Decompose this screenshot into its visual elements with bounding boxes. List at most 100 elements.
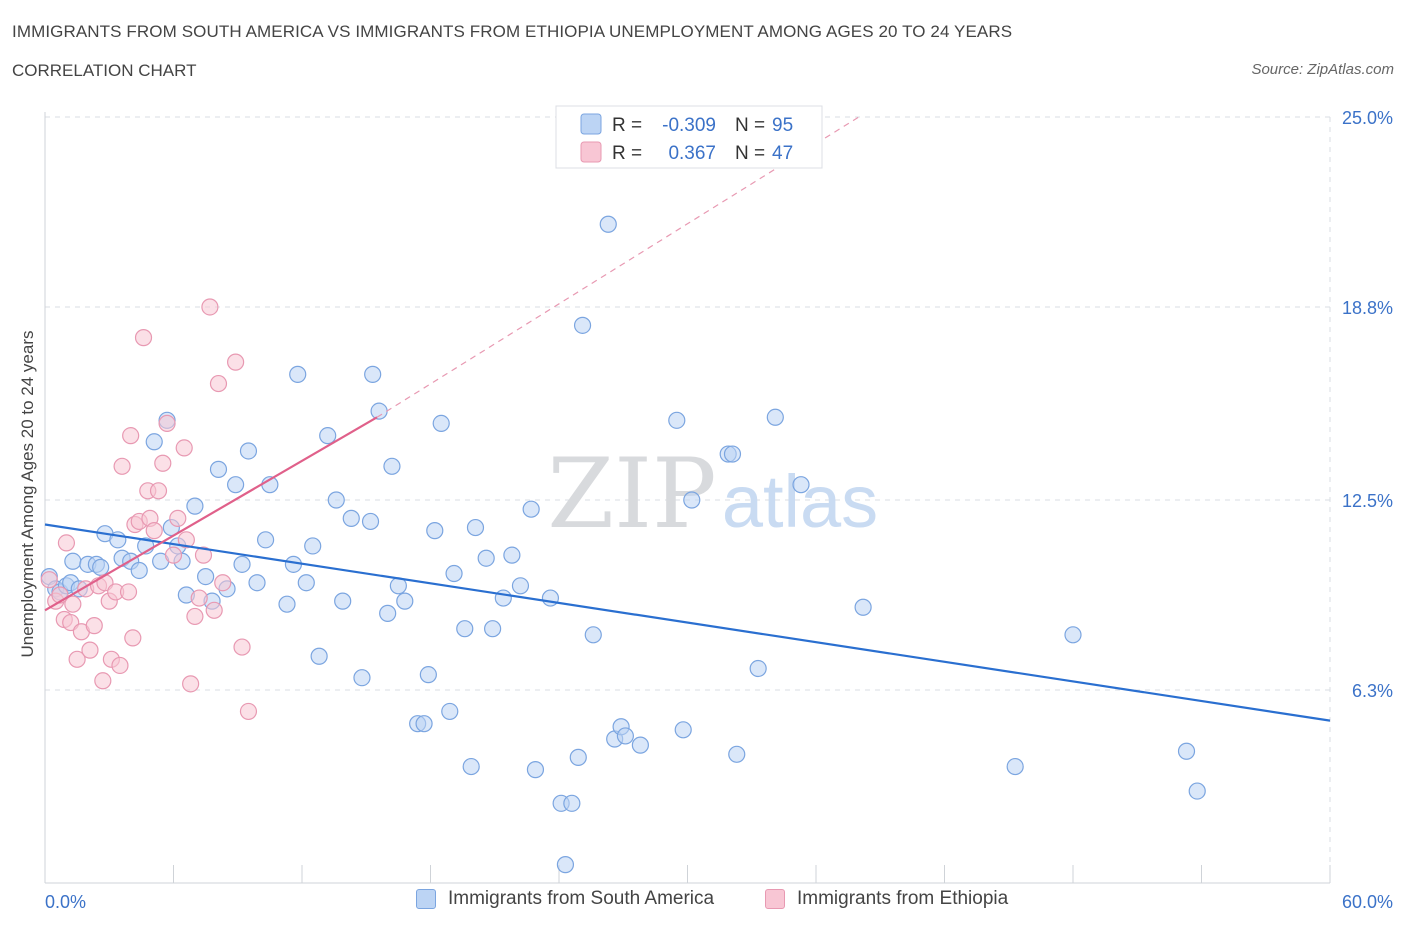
data-point-ethiopia: [182, 675, 200, 693]
data-point-south-america: [854, 598, 872, 616]
data-point-ethiopia: [194, 546, 213, 564]
data-point-ethiopia: [209, 374, 228, 393]
data-point-south-america: [130, 561, 148, 580]
data-point-ethiopia: [239, 702, 258, 721]
data-point-south-america: [456, 620, 474, 638]
data-point-south-america: [792, 476, 810, 494]
data-point-south-america: [92, 558, 110, 577]
data-point-south-america: [364, 365, 382, 383]
source-label: Source: ZipAtlas.com: [1251, 61, 1394, 78]
data-point-ethiopia: [169, 509, 187, 527]
legend-n-label-2: N =: [735, 143, 765, 164]
data-point-south-america: [310, 647, 328, 665]
data-point-south-america: [432, 414, 450, 432]
data-point-ethiopia: [68, 650, 86, 668]
data-point-ethiopia: [40, 571, 58, 589]
x-tick-label: 60.0%: [1342, 892, 1393, 912]
data-point-south-america: [383, 457, 401, 475]
data-point-south-america: [319, 427, 337, 445]
trend-line-ethiopia: [44, 416, 378, 612]
data-point-south-america: [462, 757, 480, 776]
data-point-south-america: [353, 669, 371, 687]
data-point-south-america: [563, 794, 581, 812]
data-point-south-america: [466, 518, 485, 537]
data-point-south-america: [289, 365, 307, 383]
data-point-south-america: [556, 856, 575, 874]
data-point-south-america: [278, 595, 296, 613]
data-point-south-america: [327, 491, 345, 509]
data-point-south-america: [584, 626, 602, 644]
data-point-south-america: [1006, 757, 1024, 776]
data-point-south-america: [668, 411, 686, 429]
data-point-ethiopia: [145, 522, 163, 540]
data-point-south-america: [441, 702, 459, 721]
data-point-ethiopia: [111, 656, 129, 675]
data-point-ethiopia: [190, 589, 208, 607]
data-point-south-america: [334, 592, 352, 610]
data-point-south-america: [569, 748, 587, 766]
data-point-south-america: [370, 402, 388, 420]
legend-swatch-pink: [580, 141, 602, 163]
data-point-south-america: [484, 620, 502, 638]
legend-swatch-ethiopia: [765, 889, 785, 909]
data-point-south-america: [599, 215, 617, 233]
data-point-south-america: [728, 745, 746, 763]
legend-label-ethiopia: Immigrants from Ethiopia: [797, 888, 1009, 909]
data-point-south-america: [494, 589, 512, 607]
legend-top: R = -0.309 N = 95 R = 0.367 N = 47: [555, 105, 823, 169]
data-point-ethiopia: [149, 482, 168, 500]
data-point-ethiopia: [186, 607, 204, 626]
data-point-south-america: [1188, 782, 1206, 800]
data-point-ethiopia: [94, 672, 112, 690]
y-tick-label: 25.0%: [1342, 108, 1393, 128]
data-point-south-america: [511, 577, 530, 595]
data-point-south-america: [361, 512, 380, 531]
data-point-ethiopia: [158, 414, 176, 432]
data-point-south-america: [522, 500, 540, 518]
data-point-south-america: [477, 549, 495, 567]
data-point-ethiopia: [233, 638, 251, 656]
legend-swatch-blue: [580, 113, 602, 135]
data-point-south-america: [419, 666, 437, 684]
legend-n-value-2: 47: [772, 143, 793, 164]
data-point-south-america: [1064, 626, 1082, 644]
data-point-south-america: [415, 715, 433, 733]
data-point-south-america: [248, 574, 266, 592]
x-tick-label: 0.0%: [45, 892, 86, 912]
data-point-ethiopia: [175, 439, 193, 457]
data-point-south-america: [342, 509, 360, 527]
y-tick-label: 6.3%: [1352, 681, 1393, 701]
data-point-south-america: [526, 761, 545, 779]
trend-lines: [44, 116, 1331, 722]
data-point-ethiopia: [113, 457, 131, 475]
chart-subtitle: CORRELATION CHART: [12, 61, 197, 80]
data-point-south-america: [541, 589, 560, 607]
data-point-south-america: [503, 546, 521, 564]
data-point-south-america: [749, 659, 767, 678]
legend-n-value-1: 95: [772, 115, 793, 136]
data-point-south-america: [445, 564, 463, 583]
data-point-ethiopia: [154, 454, 172, 472]
legend-n-label-1: N =: [735, 115, 765, 136]
data-point-south-america: [239, 442, 258, 460]
legend-item-south-america: Immigrants from South America: [416, 888, 714, 910]
axes: [44, 112, 1331, 884]
data-point-ethiopia: [201, 298, 219, 316]
data-point-south-america: [396, 592, 414, 610]
watermark: ZIP atlas: [547, 438, 878, 550]
data-point-ethiopia: [177, 531, 195, 549]
data-point-ethiopia: [85, 617, 103, 635]
legend-r-value-1: -0.309: [662, 115, 716, 136]
data-point-ethiopia: [57, 534, 76, 552]
y-axis-label: Unemployment Among Ages 20 to 24 years: [18, 331, 37, 658]
legend-item-ethiopia: Immigrants from Ethiopia: [765, 888, 1008, 910]
data-point-south-america: [616, 727, 634, 745]
legend-label-south-america: Immigrants from South America: [448, 888, 715, 909]
data-point-south-america: [145, 433, 163, 451]
data-point-ethiopia: [119, 583, 138, 601]
legend-r-value-2: 0.367: [668, 143, 716, 164]
data-point-ethiopia: [64, 595, 82, 613]
data-point-ethiopia: [134, 329, 153, 347]
data-point-ethiopia: [124, 629, 142, 647]
